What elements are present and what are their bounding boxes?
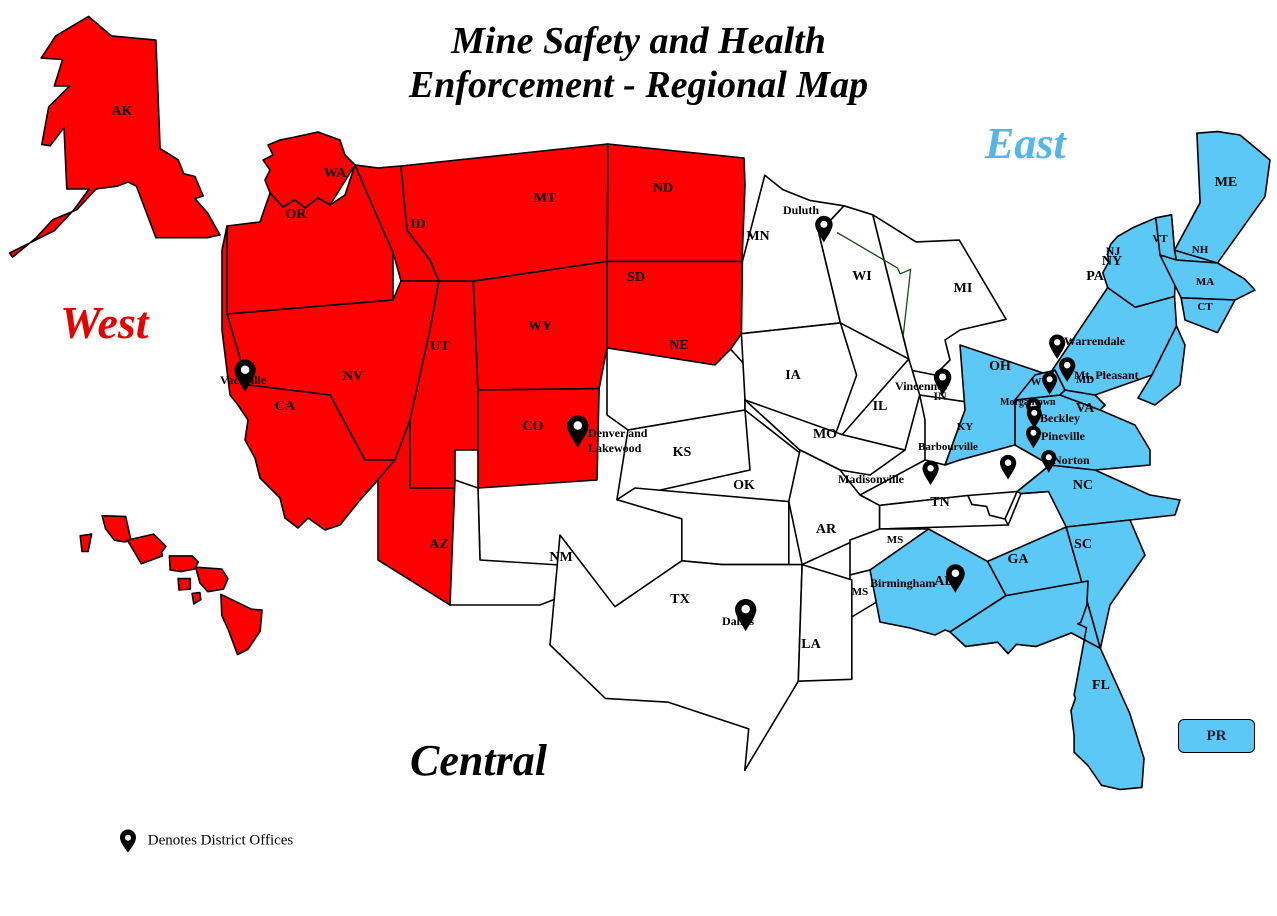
svg-text:UT: UT: [430, 339, 450, 354]
svg-text:AK: AK: [112, 104, 133, 119]
svg-text:Duluth: Duluth: [783, 203, 819, 217]
svg-text:NM: NM: [549, 550, 572, 565]
svg-text:AR: AR: [816, 522, 837, 537]
svg-text:NV: NV: [343, 369, 363, 384]
svg-text:IA: IA: [785, 368, 801, 383]
svg-text:CT: CT: [1197, 301, 1213, 313]
svg-text:Barbourville: Barbourville: [918, 441, 978, 453]
svg-text:IL: IL: [873, 399, 888, 414]
svg-text:Birmingham: Birmingham: [870, 576, 935, 590]
svg-text:AZ: AZ: [429, 537, 448, 552]
svg-text:MA: MA: [1196, 276, 1214, 288]
svg-text:MO: MO: [813, 427, 837, 442]
svg-text:Warrendale: Warrendale: [1064, 334, 1126, 348]
svg-text:VT: VT: [1152, 233, 1168, 245]
svg-text:ID: ID: [410, 217, 426, 232]
svg-text:MS: MS: [887, 534, 904, 546]
svg-text:Denver and: Denver and: [588, 426, 648, 440]
svg-text:MT: MT: [534, 191, 557, 206]
svg-text:PA: PA: [1086, 269, 1105, 284]
svg-text:NC: NC: [1073, 478, 1093, 493]
svg-text:Morgantown: Morgantown: [1000, 397, 1056, 408]
svg-text:Norton: Norton: [1053, 453, 1090, 467]
svg-text:CA: CA: [275, 399, 296, 414]
svg-text:Pineville: Pineville: [1041, 429, 1086, 443]
svg-text:ND: ND: [653, 181, 673, 196]
svg-text:MI: MI: [954, 281, 973, 296]
svg-text:Beckley: Beckley: [1040, 411, 1080, 425]
svg-text:FL: FL: [1092, 678, 1110, 693]
svg-text:WI: WI: [852, 269, 871, 284]
svg-text:Madisonville: Madisonville: [838, 472, 905, 486]
svg-text:Lakewood: Lakewood: [588, 441, 642, 455]
svg-text:OR: OR: [286, 207, 308, 222]
svg-text:Dallas: Dallas: [722, 614, 754, 628]
svg-text:KY: KY: [957, 421, 974, 433]
svg-text:Vacaville: Vacaville: [220, 373, 267, 387]
svg-text:SD: SD: [627, 270, 645, 285]
svg-text:TX: TX: [670, 592, 689, 607]
svg-text:TN: TN: [930, 495, 949, 510]
svg-text:MS: MS: [852, 586, 869, 598]
svg-text:OK: OK: [733, 478, 755, 493]
svg-text:NY: NY: [1102, 254, 1122, 269]
svg-text:MN: MN: [746, 229, 769, 244]
svg-text:Vincennes: Vincennes: [895, 379, 948, 393]
svg-text:WY: WY: [528, 319, 552, 334]
svg-text:GA: GA: [1008, 552, 1030, 567]
svg-text:ME: ME: [1215, 175, 1238, 190]
svg-text:KS: KS: [673, 445, 692, 460]
svg-text:NH: NH: [1192, 244, 1209, 256]
svg-text:SC: SC: [1074, 537, 1092, 552]
svg-text:Mt. Pleasant: Mt. Pleasant: [1074, 368, 1139, 382]
svg-text:LA: LA: [801, 637, 821, 652]
svg-text:NE: NE: [669, 338, 688, 353]
svg-text:WA: WA: [324, 166, 347, 181]
svg-text:CO: CO: [523, 419, 544, 434]
svg-text:OH: OH: [989, 359, 1011, 374]
